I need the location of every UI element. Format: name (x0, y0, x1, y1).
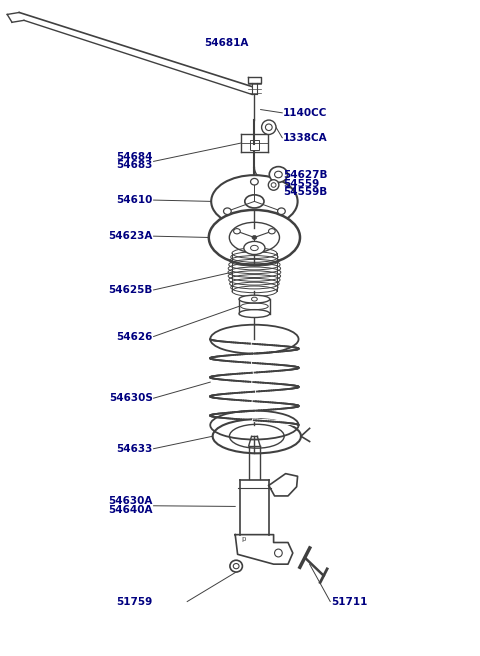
Text: 54640A: 54640A (108, 505, 153, 516)
Text: 54623A: 54623A (108, 231, 153, 241)
Text: 1140CC: 1140CC (283, 108, 327, 118)
Ellipse shape (234, 228, 240, 234)
Text: 54626: 54626 (116, 331, 153, 342)
Ellipse shape (269, 167, 288, 182)
Ellipse shape (268, 228, 275, 234)
Text: 51759: 51759 (116, 596, 153, 607)
Text: 54681A: 54681A (204, 37, 248, 48)
Ellipse shape (268, 180, 279, 190)
Ellipse shape (262, 120, 276, 134)
Ellipse shape (213, 419, 301, 453)
Ellipse shape (244, 241, 265, 255)
Text: 54559B: 54559B (283, 187, 327, 197)
Text: 54630S: 54630S (109, 393, 153, 403)
Ellipse shape (252, 236, 257, 239)
Text: 51711: 51711 (331, 596, 368, 607)
Text: p: p (241, 536, 245, 543)
Text: 54684: 54684 (116, 152, 153, 163)
Text: 1338CA: 1338CA (283, 133, 328, 143)
Ellipse shape (239, 295, 270, 303)
Text: 54630A: 54630A (108, 495, 153, 506)
Ellipse shape (224, 208, 231, 215)
Ellipse shape (211, 175, 298, 228)
Ellipse shape (239, 310, 270, 318)
Text: 54625B: 54625B (108, 285, 153, 295)
Text: 54633: 54633 (116, 443, 153, 454)
Ellipse shape (245, 195, 264, 208)
Ellipse shape (209, 210, 300, 265)
Text: 54610: 54610 (116, 195, 153, 205)
Text: 54627B: 54627B (283, 170, 328, 180)
Ellipse shape (230, 560, 242, 572)
Ellipse shape (251, 178, 258, 185)
Ellipse shape (277, 208, 285, 215)
Bar (250, 140, 259, 150)
Text: 54683: 54683 (116, 160, 153, 171)
Ellipse shape (251, 247, 258, 253)
Text: 54559: 54559 (283, 178, 320, 189)
